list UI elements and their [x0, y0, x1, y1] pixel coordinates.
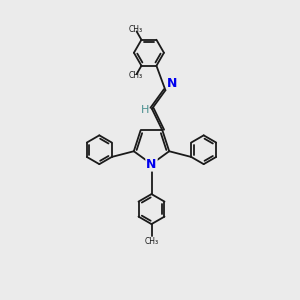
Text: CH₃: CH₃ [129, 25, 143, 34]
Text: H: H [141, 105, 149, 116]
Text: N: N [167, 77, 177, 90]
Text: CH₃: CH₃ [144, 237, 159, 246]
Text: N: N [146, 158, 157, 171]
Text: CH₃: CH₃ [129, 71, 143, 80]
